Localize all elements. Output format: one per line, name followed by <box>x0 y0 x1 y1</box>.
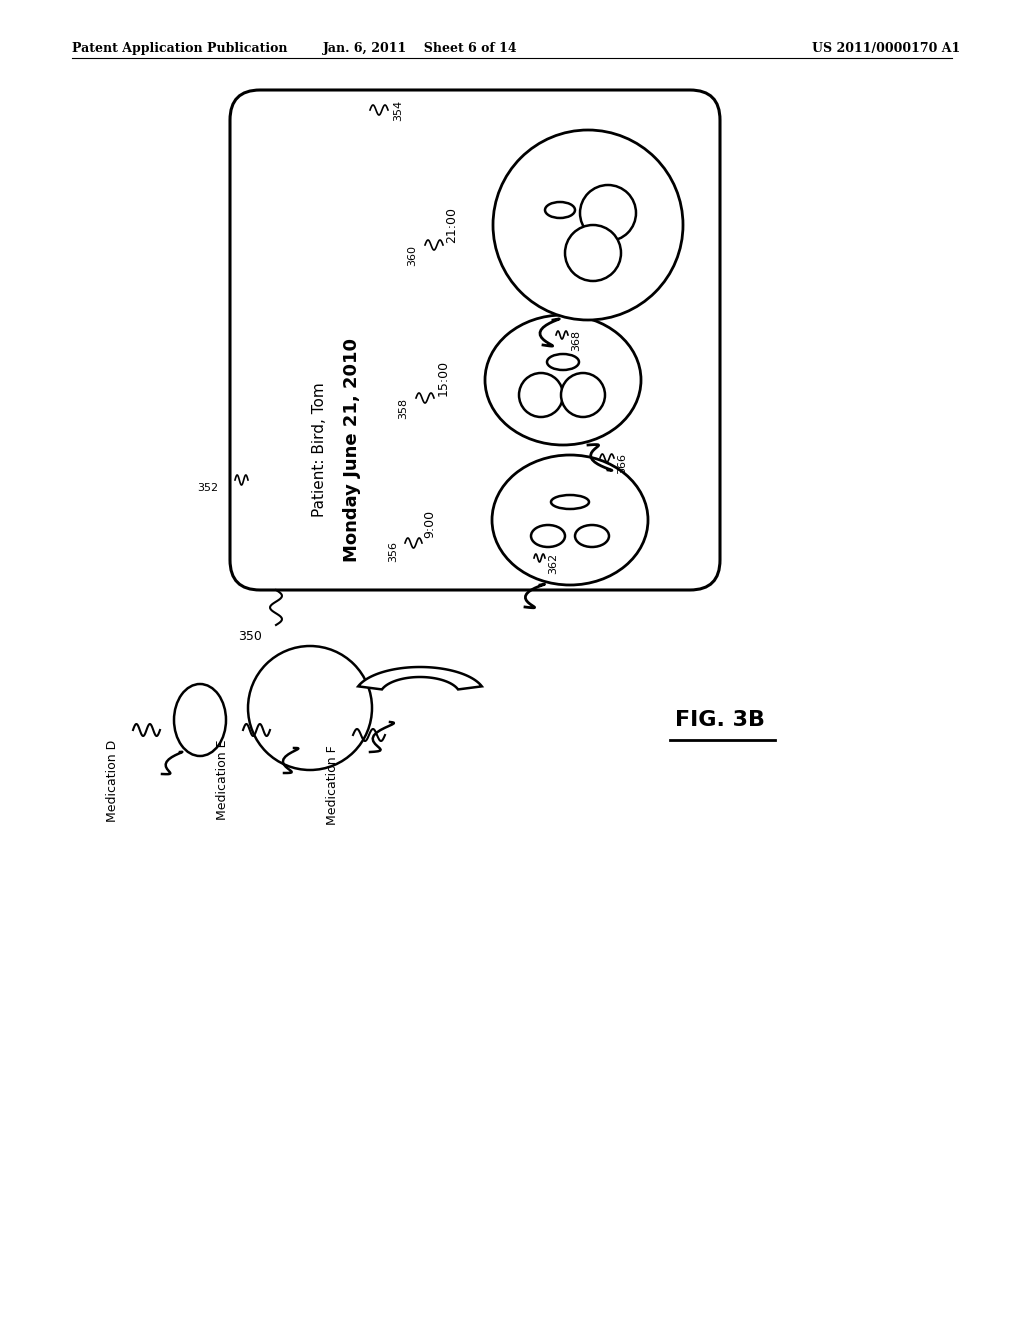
Text: Patent Application Publication: Patent Application Publication <box>72 42 288 55</box>
Text: 354: 354 <box>393 99 403 120</box>
FancyBboxPatch shape <box>230 90 720 590</box>
Ellipse shape <box>485 315 641 445</box>
Ellipse shape <box>174 684 226 756</box>
Circle shape <box>561 374 605 417</box>
Text: Medication F: Medication F <box>326 744 339 825</box>
Circle shape <box>519 374 563 417</box>
Text: Jan. 6, 2011    Sheet 6 of 14: Jan. 6, 2011 Sheet 6 of 14 <box>323 42 517 55</box>
Text: 362: 362 <box>548 553 558 574</box>
Ellipse shape <box>545 202 575 218</box>
Text: 368: 368 <box>571 330 581 351</box>
Ellipse shape <box>575 525 609 546</box>
Ellipse shape <box>547 354 579 370</box>
Text: 9:00: 9:00 <box>424 510 436 539</box>
Ellipse shape <box>492 455 648 585</box>
Circle shape <box>493 129 683 319</box>
Text: 352: 352 <box>197 483 218 492</box>
Text: 360: 360 <box>407 244 417 265</box>
Polygon shape <box>358 667 482 689</box>
Text: Patient: Bird, Tom: Patient: Bird, Tom <box>312 383 328 517</box>
Circle shape <box>580 185 636 242</box>
Circle shape <box>565 224 621 281</box>
Circle shape <box>248 645 372 770</box>
Text: FIG. 3B: FIG. 3B <box>675 710 765 730</box>
Text: 350: 350 <box>239 630 262 643</box>
Text: 358: 358 <box>398 397 408 418</box>
Text: Medication D: Medication D <box>105 741 119 822</box>
Text: 21:00: 21:00 <box>445 207 459 243</box>
Text: Monday June 21, 2010: Monday June 21, 2010 <box>343 338 361 562</box>
Text: 15:00: 15:00 <box>436 360 450 396</box>
Ellipse shape <box>551 495 589 510</box>
Text: US 2011/0000170 A1: US 2011/0000170 A1 <box>812 42 961 55</box>
Text: 366: 366 <box>617 453 627 474</box>
Text: 356: 356 <box>388 541 398 562</box>
Ellipse shape <box>531 525 565 546</box>
Text: Medication E: Medication E <box>215 741 228 821</box>
